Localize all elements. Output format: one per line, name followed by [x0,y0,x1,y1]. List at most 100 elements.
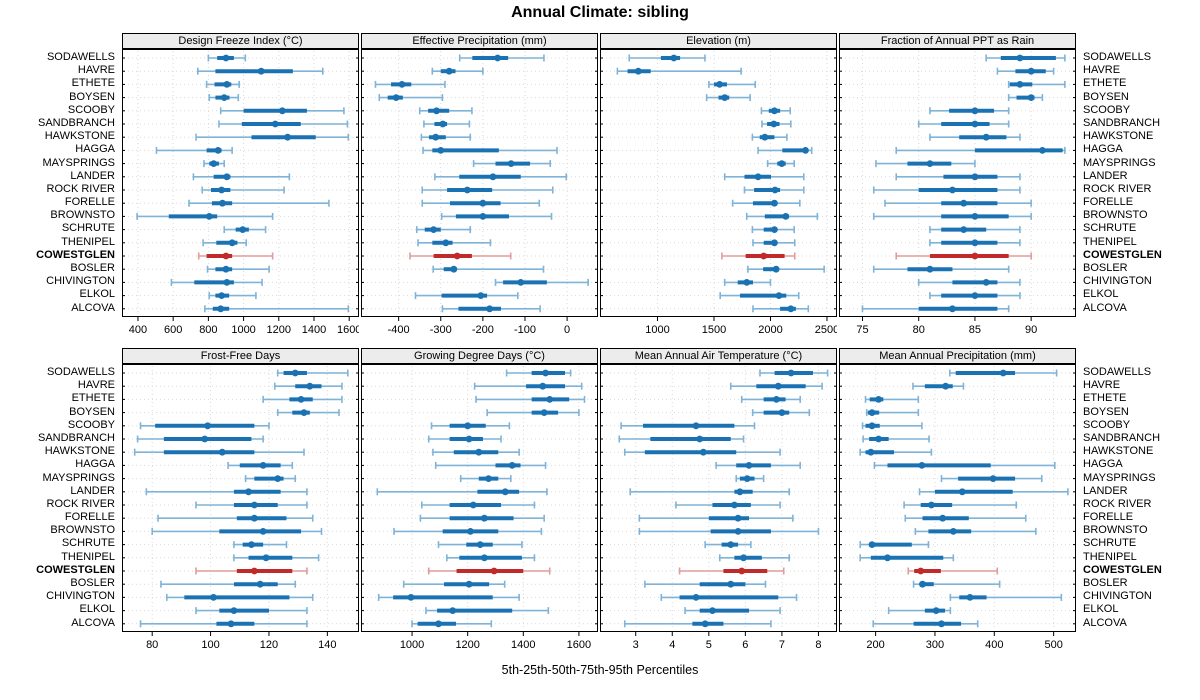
x-tick-label: 300 [926,639,944,651]
station-label: ETHETE [71,392,115,405]
percentile-series-hagga [422,146,558,154]
median-dot [771,186,779,194]
median-dot [772,265,780,273]
station-label: SODAWELLS [46,366,115,378]
median-dot [227,620,235,628]
percentile-series-schrute [233,541,288,549]
percentile-series-hawkstone [432,448,520,456]
percentile-series-havre [616,67,742,75]
percentile-series-hawkstone [929,133,1021,141]
station-label: SANDBRANCH [37,431,115,444]
x-tick-label: 1400 [511,639,535,651]
median-dot [250,567,258,575]
median-dot [778,160,786,167]
median-dot [917,567,925,575]
median-dot [949,528,957,535]
percentile-series-sandbranch [423,120,471,128]
percentile-series-chivington [660,593,798,601]
median-dot [938,620,945,628]
median-dot [450,265,458,273]
x-tick-label: 90 [1025,324,1037,336]
panel: Growing Degree Days (°C) 1000 1200 1400 1600 [361,348,598,654]
percentile-series-thenipel [233,554,320,562]
x-tick-label: 1400 [302,324,326,336]
percentile-series-scooby [139,422,270,430]
median-dot [971,107,979,115]
panel-plot: 80 100 120 140 [122,364,359,651]
panel: Mean Annual Precipitation (mm) 200 300 400 5… [839,348,1076,654]
panel-strip-title: Mean Annual Precipitation (mm) [839,348,1076,364]
median-dot [485,475,492,482]
median-dot [721,94,729,101]
median-dot [802,147,809,154]
percentile-series-alcova [861,305,1010,313]
percentile-series-hagga [895,146,1066,154]
percentile-series-cowestglen [195,567,308,575]
percentile-series-bosler [432,265,545,273]
median-dot [743,279,751,286]
percentile-series-cowestglen [907,567,999,575]
median-dot [464,422,472,430]
median-dot [919,580,926,588]
panel-strip-title: Fraction of Annual PPT as Rain [839,33,1076,49]
station-label: SANDBRANCH [1083,431,1161,444]
percentile-series-scooby [219,107,345,115]
x-tick-label: -300 [430,324,452,336]
station-label: THENIPEL [61,550,115,563]
percentile-series-brownsto [151,527,323,535]
percentile-series-brownsto [745,212,819,220]
median-dot [771,107,778,115]
station-label: ELKOL [1083,603,1119,616]
percentile-series-thenipel [202,239,248,247]
x-tick-label: 200 [866,639,884,651]
station-label: BOYSEN [69,90,115,103]
median-dot [960,199,968,207]
panel-plot: 200 300 400 500 [839,364,1076,651]
percentile-series-sodawells [628,54,706,62]
percentile-series-lander [629,488,791,496]
x-tick-label: 80 [146,639,158,651]
percentile-series-scooby [620,422,756,430]
station-label: FORELLE [1083,196,1134,209]
median-dot [787,369,795,377]
median-dot [918,462,926,469]
percentile-series-alcova [872,620,979,628]
median-dot [738,567,746,575]
median-dot [284,133,291,141]
percentile-series-rock-river [421,186,554,194]
x-tick-label: 100 [201,639,219,651]
median-dot [539,382,547,390]
percentile-series-brownsto [440,212,553,220]
panel-plot: 400 600 800 1000 1200 1400 1600 [122,49,359,336]
station-labels-left: SODAWELLS HAVRE ETHETE BOYSEN SCOOBY SANDBRAN… [0,348,122,630]
median-dot [467,528,474,535]
station-label: LANDER [70,169,115,182]
median-dot [210,594,217,601]
percentile-series-rock-river [195,501,308,509]
percentile-series-elkol [684,607,781,615]
median-dot [971,292,979,299]
panel-strip-title: Frost-Free Days [122,348,359,364]
median-dot [445,67,453,75]
median-dot [476,541,484,548]
median-dot [971,252,979,260]
percentile-series-lander [376,488,548,496]
percentile-series-boysen [751,409,811,417]
median-dot [430,226,437,234]
station-label: ROCK RIVER [46,497,115,510]
percentile-series-ethete [262,395,343,403]
median-dot [966,594,974,601]
percentile-series-bosler [912,580,1001,588]
station-label: ALCOVA [1083,301,1127,314]
median-dot [223,81,231,88]
median-dot [774,382,782,390]
median-dot [670,54,678,62]
station-label: FORELLE [1083,511,1134,524]
x-tick-label: 75 [856,324,868,336]
station-label: SCHRUTE [61,537,115,550]
median-dot [939,514,947,522]
percentile-series-hawkstone [195,133,350,141]
station-label: HAGGA [75,458,115,471]
station-label: ETHETE [1083,77,1127,90]
station-label: MAYSPRINGS [1083,156,1156,169]
